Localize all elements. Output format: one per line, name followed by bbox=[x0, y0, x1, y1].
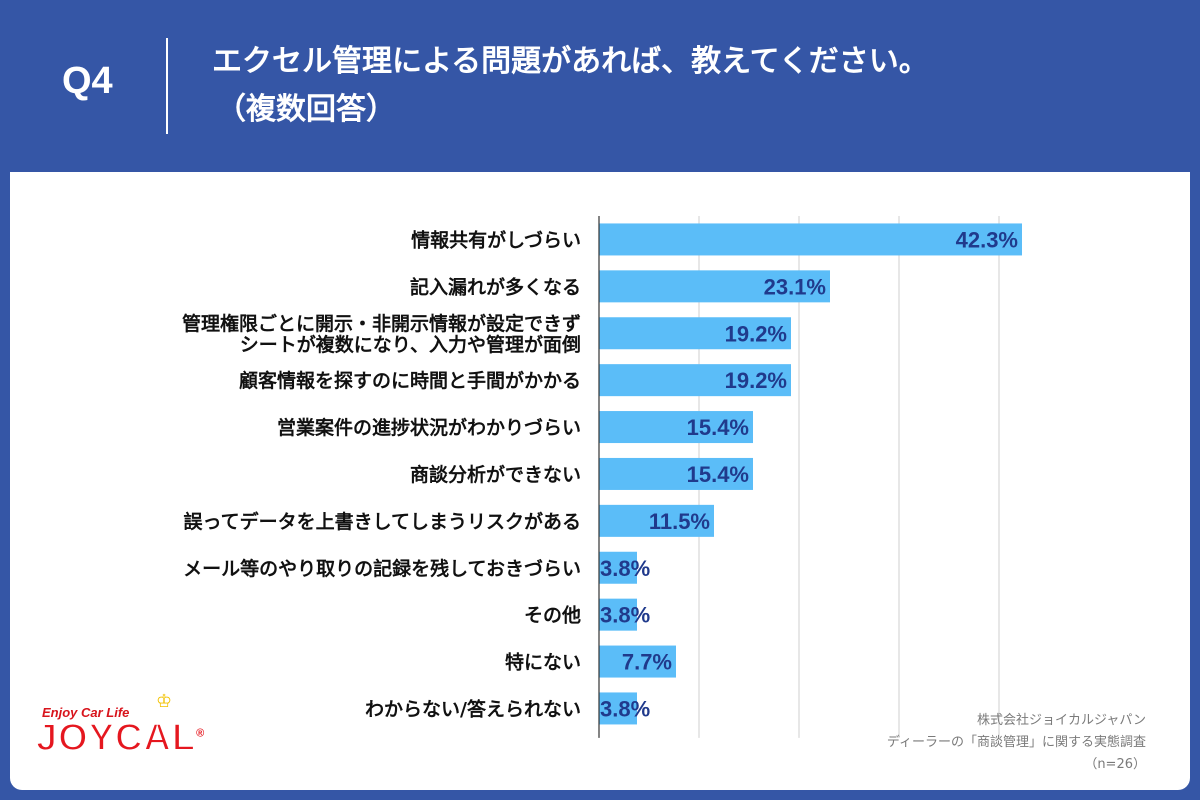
bar bbox=[599, 270, 830, 303]
category-label: 商談分析ができない bbox=[410, 463, 581, 486]
category-label: 誤ってデータを上書きしてしまうリスクがある bbox=[184, 510, 581, 533]
bar bbox=[599, 504, 714, 537]
data-label: 23.1% bbox=[764, 274, 826, 299]
category-label: シートが複数になり、入力や管理が面倒 bbox=[240, 333, 581, 356]
category-label: わからない/答えられない bbox=[365, 697, 581, 720]
question-title-line1: エクセル管理による問題があれば、教えてください。 bbox=[212, 44, 929, 79]
bar bbox=[599, 645, 676, 678]
data-label: 11.5% bbox=[649, 509, 710, 534]
bar bbox=[599, 317, 791, 350]
logo-wordmark: JOYCAL® bbox=[35, 716, 206, 760]
category-label: 顧客情報を探すのに時間と手間がかかる bbox=[239, 369, 581, 392]
bar bbox=[599, 598, 637, 631]
bar bbox=[599, 551, 637, 584]
registered-mark: ® bbox=[196, 727, 206, 740]
category-label: 情報共有がしづらい bbox=[411, 228, 581, 251]
source-note: 株式会社ジョイカルジャパン ディーラーの「商談管理」に関する実態調査 （n=26… bbox=[887, 710, 1146, 776]
logo-tagline: Enjoy Car Life bbox=[42, 705, 130, 720]
category-label: メール等のやり取りの記録を残しておきづらい bbox=[183, 557, 581, 580]
question-title-line2: （複数回答） bbox=[216, 92, 396, 127]
header: Q4 エクセル管理による問題があれば、教えてください。 （複数回答） bbox=[0, 0, 1200, 170]
bar bbox=[599, 692, 637, 725]
joycal-logo: ♔ Enjoy Car Life JOYCAL® bbox=[28, 685, 228, 765]
data-label: 19.2% bbox=[725, 368, 787, 393]
data-label: 15.4% bbox=[687, 462, 749, 487]
question-title: エクセル管理による問題があれば、教えてください。 （複数回答） bbox=[212, 38, 929, 134]
category-label: 記入漏れが多くなる bbox=[410, 275, 581, 298]
question-number: Q4 bbox=[62, 60, 113, 102]
category-label: 管理権限ごとに開示・非開示情報が設定できず bbox=[182, 312, 581, 335]
data-label: 15.4% bbox=[687, 415, 749, 440]
data-label: 3.8% bbox=[600, 556, 650, 581]
crown-icon: ♔ bbox=[156, 691, 173, 712]
header-divider bbox=[166, 38, 168, 134]
data-label: 19.2% bbox=[725, 321, 787, 346]
source-company: 株式会社ジョイカルジャパン bbox=[976, 713, 1146, 728]
category-label: 特にない bbox=[505, 652, 581, 674]
chart-panel: 42.3% 情報共有がしづらい 23.1% 記入漏れが多くなる 19.2% 管理権限ごとに… bbox=[10, 172, 1190, 790]
data-label: 7.7% bbox=[622, 650, 672, 675]
bar bbox=[599, 457, 753, 490]
data-label: 42.3% bbox=[956, 227, 1018, 252]
bar bbox=[599, 411, 753, 444]
bar bbox=[599, 364, 791, 397]
category-label: その他 bbox=[524, 604, 581, 627]
category-label: 営業案件の進捗状況がわかりづらい bbox=[277, 416, 581, 439]
data-label: 3.8% bbox=[600, 603, 650, 628]
source-survey: ディーラーの「商談管理」に関する実態調査 bbox=[886, 735, 1146, 750]
bar bbox=[599, 223, 1022, 256]
data-label: 3.8% bbox=[600, 696, 650, 721]
logo-wordmark-text: JOYCAL bbox=[35, 716, 197, 760]
source-sample: （n=26） bbox=[1084, 757, 1146, 772]
bar-chart: 42.3% 情報共有がしづらい 23.1% 記入漏れが多くなる 19.2% 管理権限ごとに… bbox=[182, 216, 1022, 738]
